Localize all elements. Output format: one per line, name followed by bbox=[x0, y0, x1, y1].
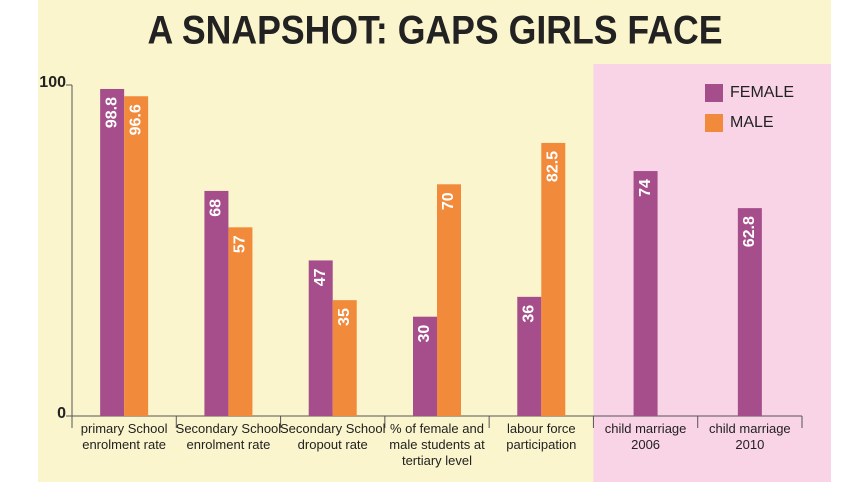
value-label: 70 bbox=[440, 192, 457, 210]
value-label: 57 bbox=[232, 235, 249, 253]
y-tick-label: 100 bbox=[39, 74, 66, 91]
x-tick-label: primary School enrolment rate bbox=[81, 421, 168, 452]
bar bbox=[100, 88, 125, 417]
x-tick-label: child marriage 2010 bbox=[709, 421, 791, 452]
value-label: 74 bbox=[637, 179, 654, 197]
legend-label: FEMALE bbox=[730, 84, 794, 101]
bar bbox=[517, 296, 542, 416]
bar bbox=[228, 227, 253, 416]
bar bbox=[437, 184, 461, 416]
bar bbox=[633, 171, 658, 416]
bar bbox=[204, 190, 229, 416]
legend-swatch bbox=[705, 114, 723, 132]
x-tick-label: Secondary School dropout rate bbox=[280, 421, 386, 452]
chart-title: A SNAPSHOT: GAPS GIRLS FACE bbox=[148, 9, 723, 53]
bar bbox=[737, 208, 762, 416]
x-tick-label: child marriage 2006 bbox=[605, 421, 687, 452]
legend-swatch bbox=[705, 84, 723, 102]
bar bbox=[541, 142, 566, 417]
value-label: 30 bbox=[416, 325, 433, 343]
x-tick-label: Secondary School enrolment rate bbox=[176, 421, 282, 452]
value-label: 82.5 bbox=[545, 151, 562, 182]
x-tick-label: labour force participation bbox=[506, 421, 576, 452]
legend-label: MALE bbox=[730, 114, 774, 131]
value-label: 98.8 bbox=[103, 97, 120, 128]
value-label: 62.8 bbox=[741, 216, 758, 247]
bar bbox=[124, 96, 149, 416]
value-label: 35 bbox=[336, 308, 353, 326]
highlight-region bbox=[593, 64, 831, 482]
value-label: 36 bbox=[521, 305, 538, 323]
x-tick-label: % of female and male students at tertiary … bbox=[389, 421, 485, 468]
value-label: 47 bbox=[312, 268, 329, 286]
value-label: 68 bbox=[208, 199, 225, 217]
bar bbox=[413, 316, 437, 416]
y-tick-label: 0 bbox=[57, 405, 66, 422]
bar bbox=[308, 260, 333, 416]
value-label: 96.6 bbox=[127, 104, 144, 135]
bar bbox=[332, 300, 357, 416]
